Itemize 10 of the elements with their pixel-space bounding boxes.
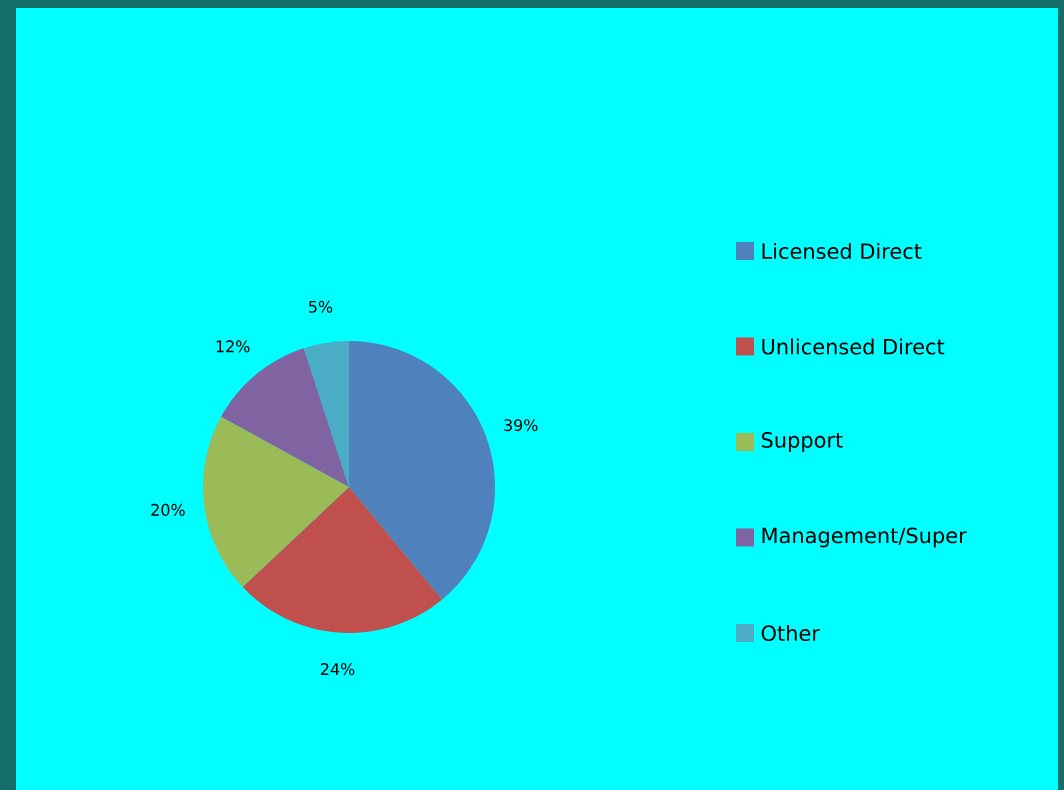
- legend-label: Licensed Direct: [762, 242, 922, 260]
- data-label: 20%: [151, 503, 185, 516]
- legend-label: Other: [761, 624, 820, 642]
- data-label: 24%: [321, 663, 355, 676]
- data-label: 5%: [309, 300, 333, 313]
- data-label: 12%: [216, 340, 250, 353]
- legend-label: Support: [761, 432, 843, 452]
- data-label: 39%: [504, 419, 538, 432]
- legend-label: Unlicensed Direct: [762, 338, 945, 355]
- legend-label: Management/Super: [762, 527, 967, 548]
